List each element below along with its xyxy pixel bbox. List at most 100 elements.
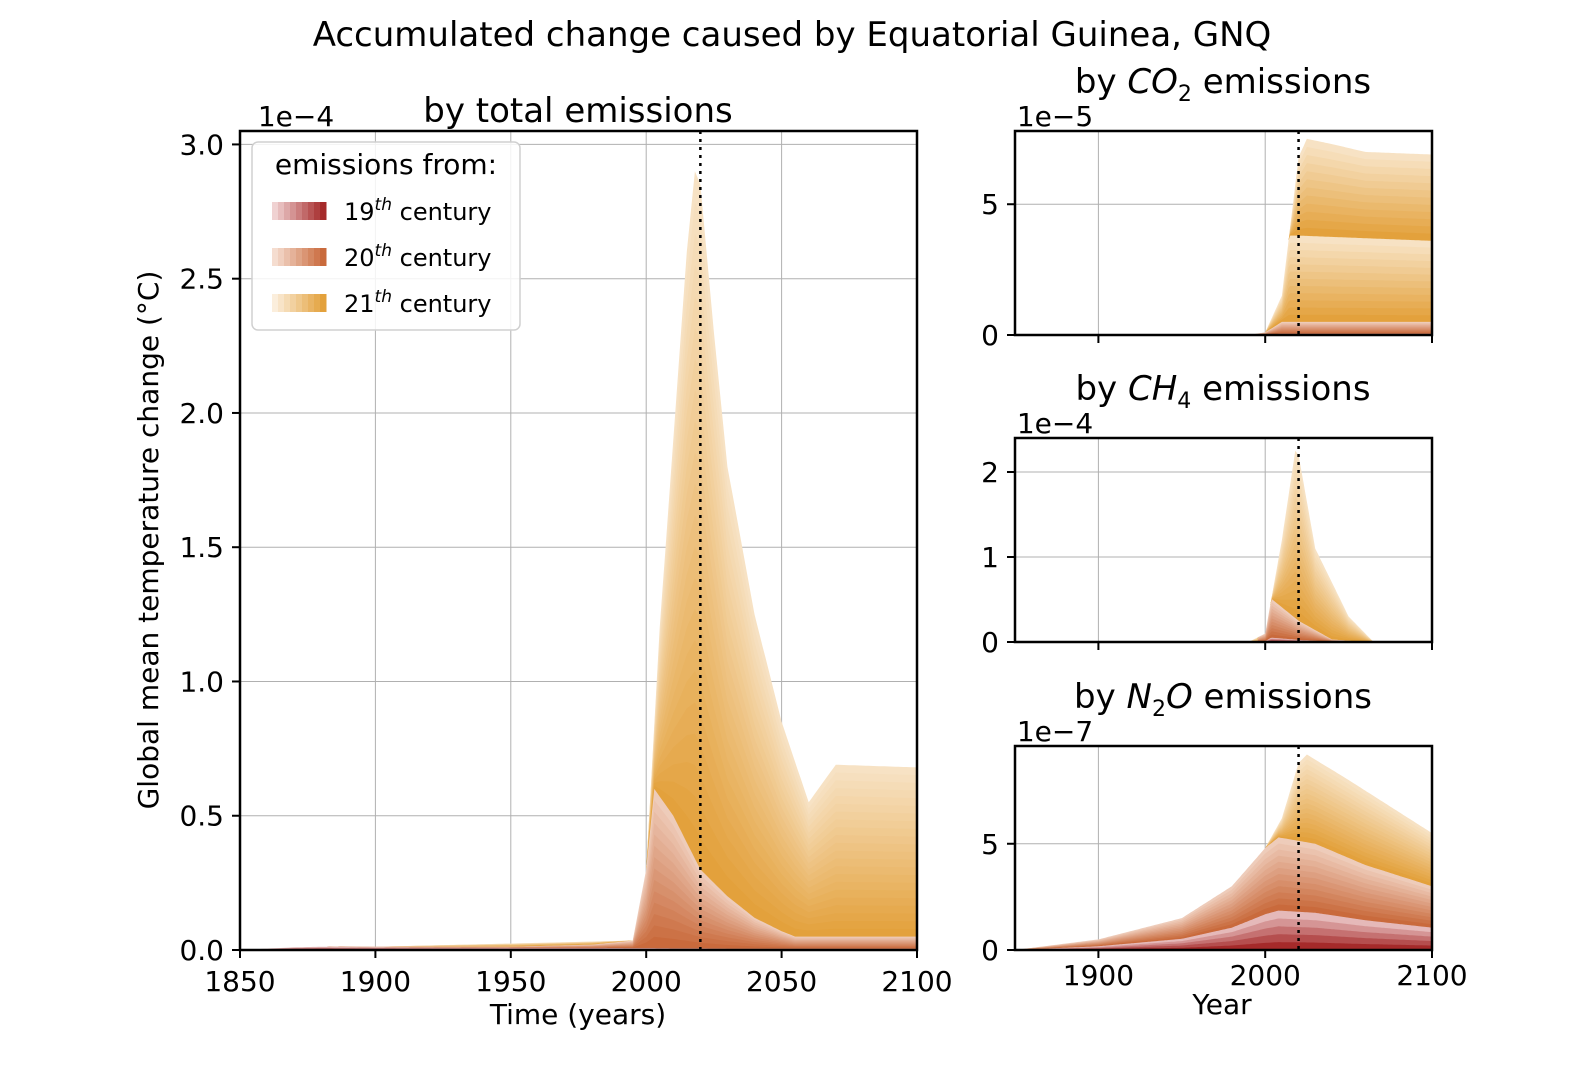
x-tick-label-1950: 1950 xyxy=(475,965,546,998)
legend-swatch-2-6 xyxy=(308,294,315,312)
main-title: by total emissions xyxy=(423,91,733,131)
c20-band-3 xyxy=(240,902,917,950)
legend-swatch-1-0 xyxy=(272,248,279,266)
legend-swatch-2-5 xyxy=(302,294,309,312)
y-tick-label-1: 5 xyxy=(981,188,999,221)
p2-c21-band-7 xyxy=(1015,543,1432,642)
legend-swatch-0-6 xyxy=(308,202,315,220)
p2-c21-band-12 xyxy=(1015,497,1432,642)
p3-c20-band-0 xyxy=(1015,904,1432,950)
panel-title: by N2O emissions xyxy=(1074,677,1372,722)
p1-c21a-band-1 xyxy=(1015,307,1432,335)
p2-c20-band-11 xyxy=(1015,599,1432,642)
legend-swatch-0-8 xyxy=(320,202,327,220)
small-x-label: Year xyxy=(1191,988,1252,1021)
main-chart-panel: 1850 1900 1950 2000 2050 2100 0.0 0.5 1.0 1.5 2.0… xyxy=(132,91,953,1031)
main-y-ticks: 0.0 0.5 1.0 1.5 2.0 2.5 3.0 xyxy=(179,128,240,967)
p2-c21-band-16 xyxy=(1015,460,1432,642)
p2-c21-band-10 xyxy=(1015,515,1432,642)
p1-c21a-band-0 xyxy=(1015,314,1432,335)
legend-swatch-0-5 xyxy=(302,202,309,220)
small-panel-2: 0 1 2 1e−4by CH4 emissions xyxy=(981,369,1434,659)
p3-c19-band-0 xyxy=(1015,942,1432,950)
x-tick-label-2050: 2050 xyxy=(746,965,817,998)
legend-swatch-1-4 xyxy=(296,248,303,266)
offset-text: 1e−7 xyxy=(1017,715,1093,748)
legend-label-1: 20th century xyxy=(344,241,492,272)
legend-swatch-0-2 xyxy=(284,202,291,220)
p2-c20-band-7 xyxy=(1015,612,1432,642)
legend-swatch-1-6 xyxy=(308,248,315,266)
x-tick-label-2100: 2100 xyxy=(881,965,952,998)
legend-swatch-2-2 xyxy=(284,294,291,312)
y-tick-label-4: 2.0 xyxy=(179,397,224,430)
c20-band-1 xyxy=(240,925,917,950)
p2-c21-band-2 xyxy=(1015,590,1432,642)
legend-swatch-0-7 xyxy=(314,202,321,220)
legend-swatch-1-7 xyxy=(314,248,321,266)
legend-swatch-0-3 xyxy=(290,202,297,220)
y-tick-label-0: 0 xyxy=(981,626,999,659)
p2-c21-band-8 xyxy=(1015,534,1432,642)
legend-swatch-2-4 xyxy=(296,294,303,312)
legend-swatch-0-0 xyxy=(272,202,279,220)
legend-title: emissions from: xyxy=(275,148,497,181)
legend-box xyxy=(251,141,521,331)
p2-c21-band-3 xyxy=(1015,580,1432,642)
legend-swatch-2-8 xyxy=(320,294,327,312)
small-chart-panels: 0 5 1e−5by CO2 emissions 0 1 2 1e−4by CH4 emis… xyxy=(981,62,1467,992)
y-tick-label-1: 5 xyxy=(981,828,999,861)
p2-c21-band-14 xyxy=(1015,478,1432,642)
legend-swatch-0-4 xyxy=(296,202,303,220)
figure-suptitle: Accumulated change caused by Equatorial … xyxy=(313,15,1272,55)
y-tick-label-0: 0 xyxy=(981,319,999,352)
y-tick-label-1: 1 xyxy=(981,541,999,574)
c21-band-0 xyxy=(240,786,917,950)
legend-swatch-1-8 xyxy=(320,248,327,266)
main-x-label: Time (years) xyxy=(489,998,666,1031)
main-y-label: Global mean temperature change (°C) xyxy=(132,271,165,810)
legend-swatch-2-7 xyxy=(314,294,321,312)
main-offset-text: 1e−4 xyxy=(258,100,334,133)
y-tick-label-2: 2 xyxy=(981,456,999,489)
x-tick-label-1900: 1900 xyxy=(1063,959,1134,992)
p2-c21-band-15 xyxy=(1015,469,1432,642)
x-tick-label-2000: 2000 xyxy=(1230,959,1301,992)
y-tick-label-1: 0.5 xyxy=(179,800,224,833)
axes-frame xyxy=(1013,129,1434,337)
y-tick-label-6: 3.0 xyxy=(179,128,224,161)
main-axes-frame xyxy=(238,129,919,952)
main-x-ticks: 1850 1900 1950 2000 2050 2100 xyxy=(204,950,953,998)
legend-label-0: 19th century xyxy=(344,195,492,226)
p1-c21b-band-0 xyxy=(1015,227,1432,335)
legend-swatch-0-1 xyxy=(278,202,285,220)
legend: emissions from: 19th century 20th century… xyxy=(251,141,521,331)
y-tick-label-0: 0.0 xyxy=(179,934,224,967)
x-tick-label-2000: 2000 xyxy=(611,965,682,998)
x-tick-label-1900: 1900 xyxy=(340,965,411,998)
p1-c20-band-1 xyxy=(1015,331,1432,335)
small-panel-3: 1900 2000 2100 0 5 1e−7by N2O emissions xyxy=(981,677,1467,992)
offset-text: 1e−4 xyxy=(1017,407,1093,440)
p1-c21b-band-1 xyxy=(1015,219,1432,335)
y-tick-label-5: 2.5 xyxy=(179,263,224,296)
legend-swatch-1-1 xyxy=(278,248,285,266)
offset-text: 1e−5 xyxy=(1017,100,1093,133)
legend-label-2: 21th century xyxy=(344,287,492,318)
axes-frame xyxy=(1013,744,1434,952)
x-tick-label-2100: 2100 xyxy=(1396,959,1467,992)
legend-swatch-2-1 xyxy=(278,294,285,312)
p2-c20-band-9 xyxy=(1015,605,1432,642)
p1-c20-band-0 xyxy=(1015,332,1432,335)
panel-title: by CH4 emissions xyxy=(1075,369,1370,414)
p2-c21-band-6 xyxy=(1015,553,1432,642)
legend-swatch-1-3 xyxy=(290,248,297,266)
c20-band-0 xyxy=(240,936,917,950)
small-panel-1: 0 5 1e−5by CO2 emissions xyxy=(981,62,1434,352)
p2-c21-band-13 xyxy=(1015,487,1432,642)
legend-swatch-2-0 xyxy=(272,294,279,312)
p2-c21-band-1 xyxy=(1015,598,1432,642)
y-tick-label-3: 1.5 xyxy=(179,531,224,564)
axes-frame xyxy=(1013,436,1434,644)
